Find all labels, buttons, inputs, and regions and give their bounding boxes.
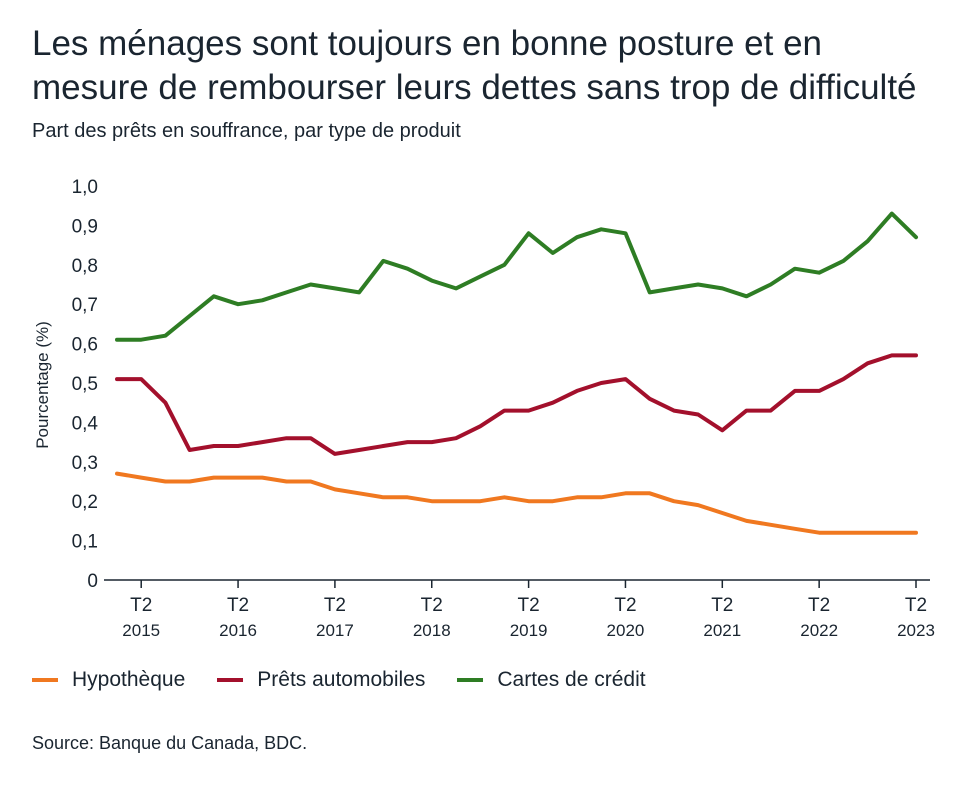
series-line-prets-automobiles bbox=[115, 353, 918, 456]
x-tick-year-label: 2023 bbox=[897, 621, 935, 640]
y-tick-label: 0,4 bbox=[72, 413, 99, 434]
legend-swatch-cartes-de-credit bbox=[457, 678, 484, 682]
x-tick-quarter-label: T2 bbox=[130, 595, 152, 616]
legend-item-prets-automobiles: Prêts automobiles bbox=[217, 668, 425, 692]
x-tick-quarter-label: T2 bbox=[227, 595, 249, 616]
y-tick-label: 1,0 bbox=[72, 177, 98, 198]
x-tick-quarter-label: T2 bbox=[711, 595, 733, 616]
legend: Hypothèque Prêts automobiles Cartes de c… bbox=[32, 668, 646, 692]
x-tick-year-label: 2022 bbox=[800, 621, 838, 640]
x-tick-year-label: 2018 bbox=[413, 621, 451, 640]
y-tick-label: 0,8 bbox=[72, 256, 98, 277]
chart-title: Les ménages sont toujours en bonne postu… bbox=[32, 22, 942, 110]
legend-item-cartes-de-credit: Cartes de crédit bbox=[457, 668, 646, 692]
y-tick-label: 0,7 bbox=[72, 295, 98, 316]
y-tick-label: 0,9 bbox=[72, 216, 98, 237]
x-tick-quarter-label: T2 bbox=[518, 595, 540, 616]
y-tick-label: 0,1 bbox=[72, 532, 98, 553]
x-tick-year-label: 2021 bbox=[703, 621, 741, 640]
x-tick-year-label: 2016 bbox=[219, 621, 257, 640]
x-tick-quarter-label: T2 bbox=[421, 595, 443, 616]
chart-title-line-2: mesure de rembourser leurs dettes sans t… bbox=[32, 68, 917, 107]
legend-label-prets-automobiles: Prêts automobiles bbox=[257, 668, 426, 691]
y-tick-label: 0 bbox=[87, 571, 98, 592]
x-tick-year-label: 2017 bbox=[316, 621, 354, 640]
source-note: Source: Banque du Canada, BDC. bbox=[32, 733, 308, 753]
x-tick-quarter-label: T2 bbox=[905, 595, 927, 616]
x-axis-ticks: T2 2015 T2 2016 T2 2017 T2 2018 T2 2019 T2 2020 T2 20… bbox=[122, 580, 935, 640]
x-tick-year-label: 2020 bbox=[607, 621, 645, 640]
legend-item-hypotheque: Hypothèque bbox=[32, 668, 185, 692]
y-tick-label: 0,6 bbox=[72, 335, 98, 356]
x-tick-year-label: 2019 bbox=[510, 621, 548, 640]
y-tick-label: 0,2 bbox=[72, 492, 98, 513]
x-tick-quarter-label: T2 bbox=[808, 595, 830, 616]
x-tick-year-label: 2015 bbox=[122, 621, 160, 640]
legend-label-hypotheque: Hypothèque bbox=[72, 668, 186, 691]
y-tick-label: 0,3 bbox=[72, 453, 98, 474]
y-tick-label: 0,5 bbox=[72, 374, 98, 395]
y-axis-ticks: 0 0,1 0,2 0,3 0,4 0,5 0,6 0,7 0,8 0,9 1,0 bbox=[72, 177, 99, 592]
x-tick-quarter-label: T2 bbox=[614, 595, 636, 616]
legend-swatch-hypotheque bbox=[32, 678, 58, 682]
y-axis-label: Pourcentage (%) bbox=[33, 321, 52, 449]
series-line-hypotheque bbox=[115, 471, 918, 535]
x-tick-quarter-label: T2 bbox=[324, 595, 346, 616]
series-lines bbox=[115, 211, 918, 535]
chart-subtitle: Part des prêts en souffrance, par type d… bbox=[32, 120, 461, 142]
legend-swatch-prets-automobiles bbox=[217, 678, 244, 682]
chart-title-line-1: Les ménages sont toujours en bonne postu… bbox=[32, 24, 822, 63]
series-line-cartes-de-credit bbox=[115, 211, 918, 342]
legend-label-cartes-de-credit: Cartes de crédit bbox=[497, 668, 646, 691]
